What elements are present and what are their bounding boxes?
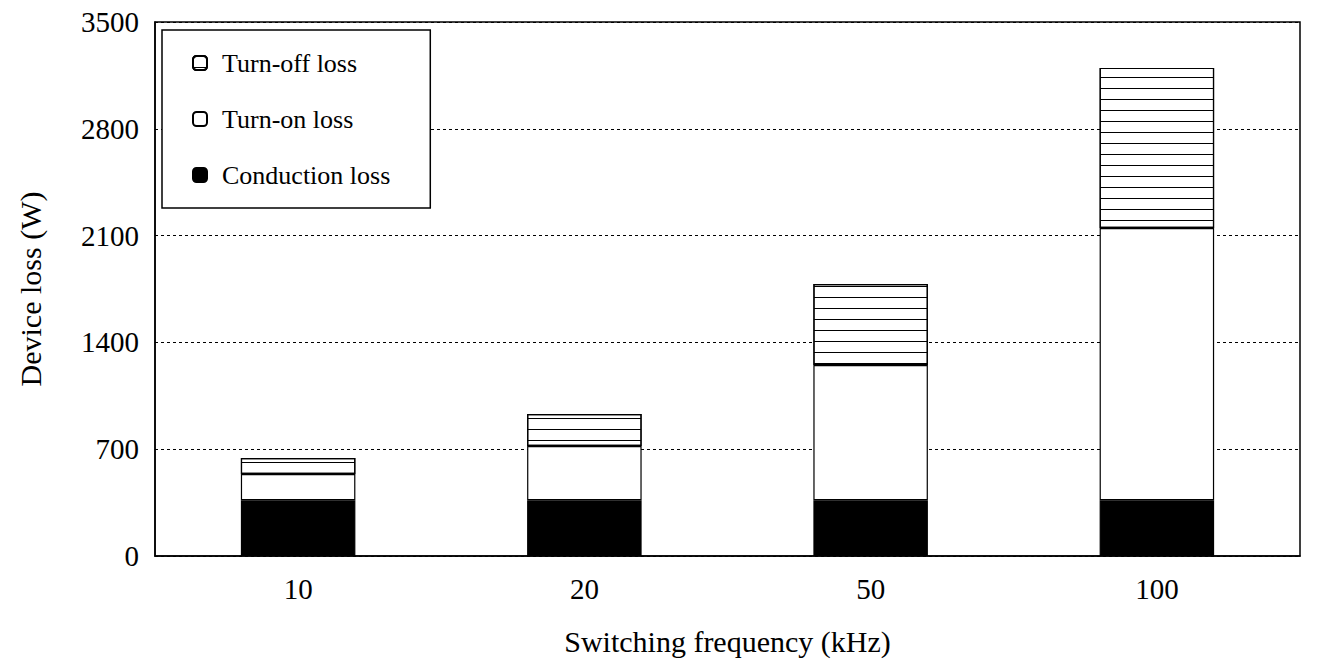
svg-text:0: 0 — [125, 540, 140, 572]
svg-text:10: 10 — [284, 573, 313, 605]
svg-text:2800: 2800 — [81, 113, 139, 145]
svg-text:Switching frequency (kHz): Switching frequency (kHz) — [564, 625, 891, 659]
svg-text:1400: 1400 — [81, 326, 139, 358]
svg-text:Turn-on loss: Turn-on loss — [222, 105, 353, 134]
svg-text:Turn-off loss: Turn-off loss — [222, 49, 357, 78]
svg-text:100: 100 — [1135, 573, 1179, 605]
svg-text:3500: 3500 — [81, 6, 139, 38]
svg-text:700: 700 — [96, 433, 140, 465]
svg-text:Conduction loss: Conduction loss — [222, 161, 390, 190]
svg-text:50: 50 — [856, 573, 885, 605]
svg-text:Device loss (W): Device loss (W) — [14, 192, 48, 387]
svg-text:2100: 2100 — [81, 220, 139, 252]
svg-text:20: 20 — [570, 573, 599, 605]
